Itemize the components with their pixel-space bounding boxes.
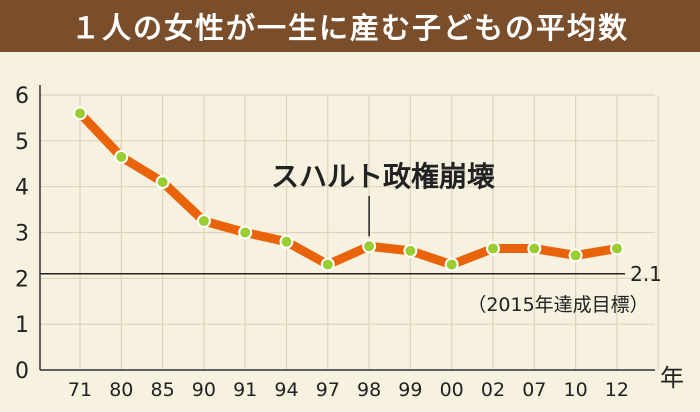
reference-note: （2015年達成目標） [467,294,648,316]
x-axis-unit: 年 [660,364,684,392]
data-point [196,214,211,229]
data-point [73,106,87,121]
x-tick-label: 71 [68,379,92,401]
data-point [279,234,294,249]
y-tick-label: 4 [15,176,29,201]
y-tick-label: 2 [15,267,29,292]
x-tick-label: 99 [398,379,422,401]
x-tick-label: 97 [316,379,340,401]
data-point [320,257,335,272]
y-tick-label: 0 [15,359,29,384]
data-point [238,225,253,240]
chart-title: １人の女性が一生に産む子どもの平均数 [70,11,629,45]
data-point [444,257,459,272]
x-tick-label: 12 [605,379,629,401]
annotation-label: スハルト政権崩壊 [271,160,495,193]
x-tick-label: 10 [564,379,588,401]
data-point [155,175,170,190]
data-point [114,149,129,164]
title-bar: １人の女性が一生に産む子どもの平均数 [0,0,700,52]
x-tick-label: 80 [109,379,133,401]
x-tick-label: 85 [151,379,175,401]
y-tick-label: 3 [15,222,29,247]
x-tick-label: 91 [233,379,257,401]
y-tick-label: 1 [15,313,29,338]
x-tick-label: 98 [357,379,381,401]
x-tick-label: 00 [440,379,464,401]
y-tick-label: 6 [15,84,29,109]
x-tick-label: 90 [192,379,216,401]
x-tick-label: 94 [274,379,298,401]
data-point [568,248,583,263]
data-point [609,241,624,256]
data-point [527,241,542,256]
x-tick-label: 02 [481,379,505,401]
data-point [486,241,500,256]
y-tick-label: 5 [15,130,29,155]
x-tick-label: 07 [522,379,546,401]
data-point [403,243,418,258]
reference-label: 2.1 [630,262,662,286]
data-point [362,239,377,254]
